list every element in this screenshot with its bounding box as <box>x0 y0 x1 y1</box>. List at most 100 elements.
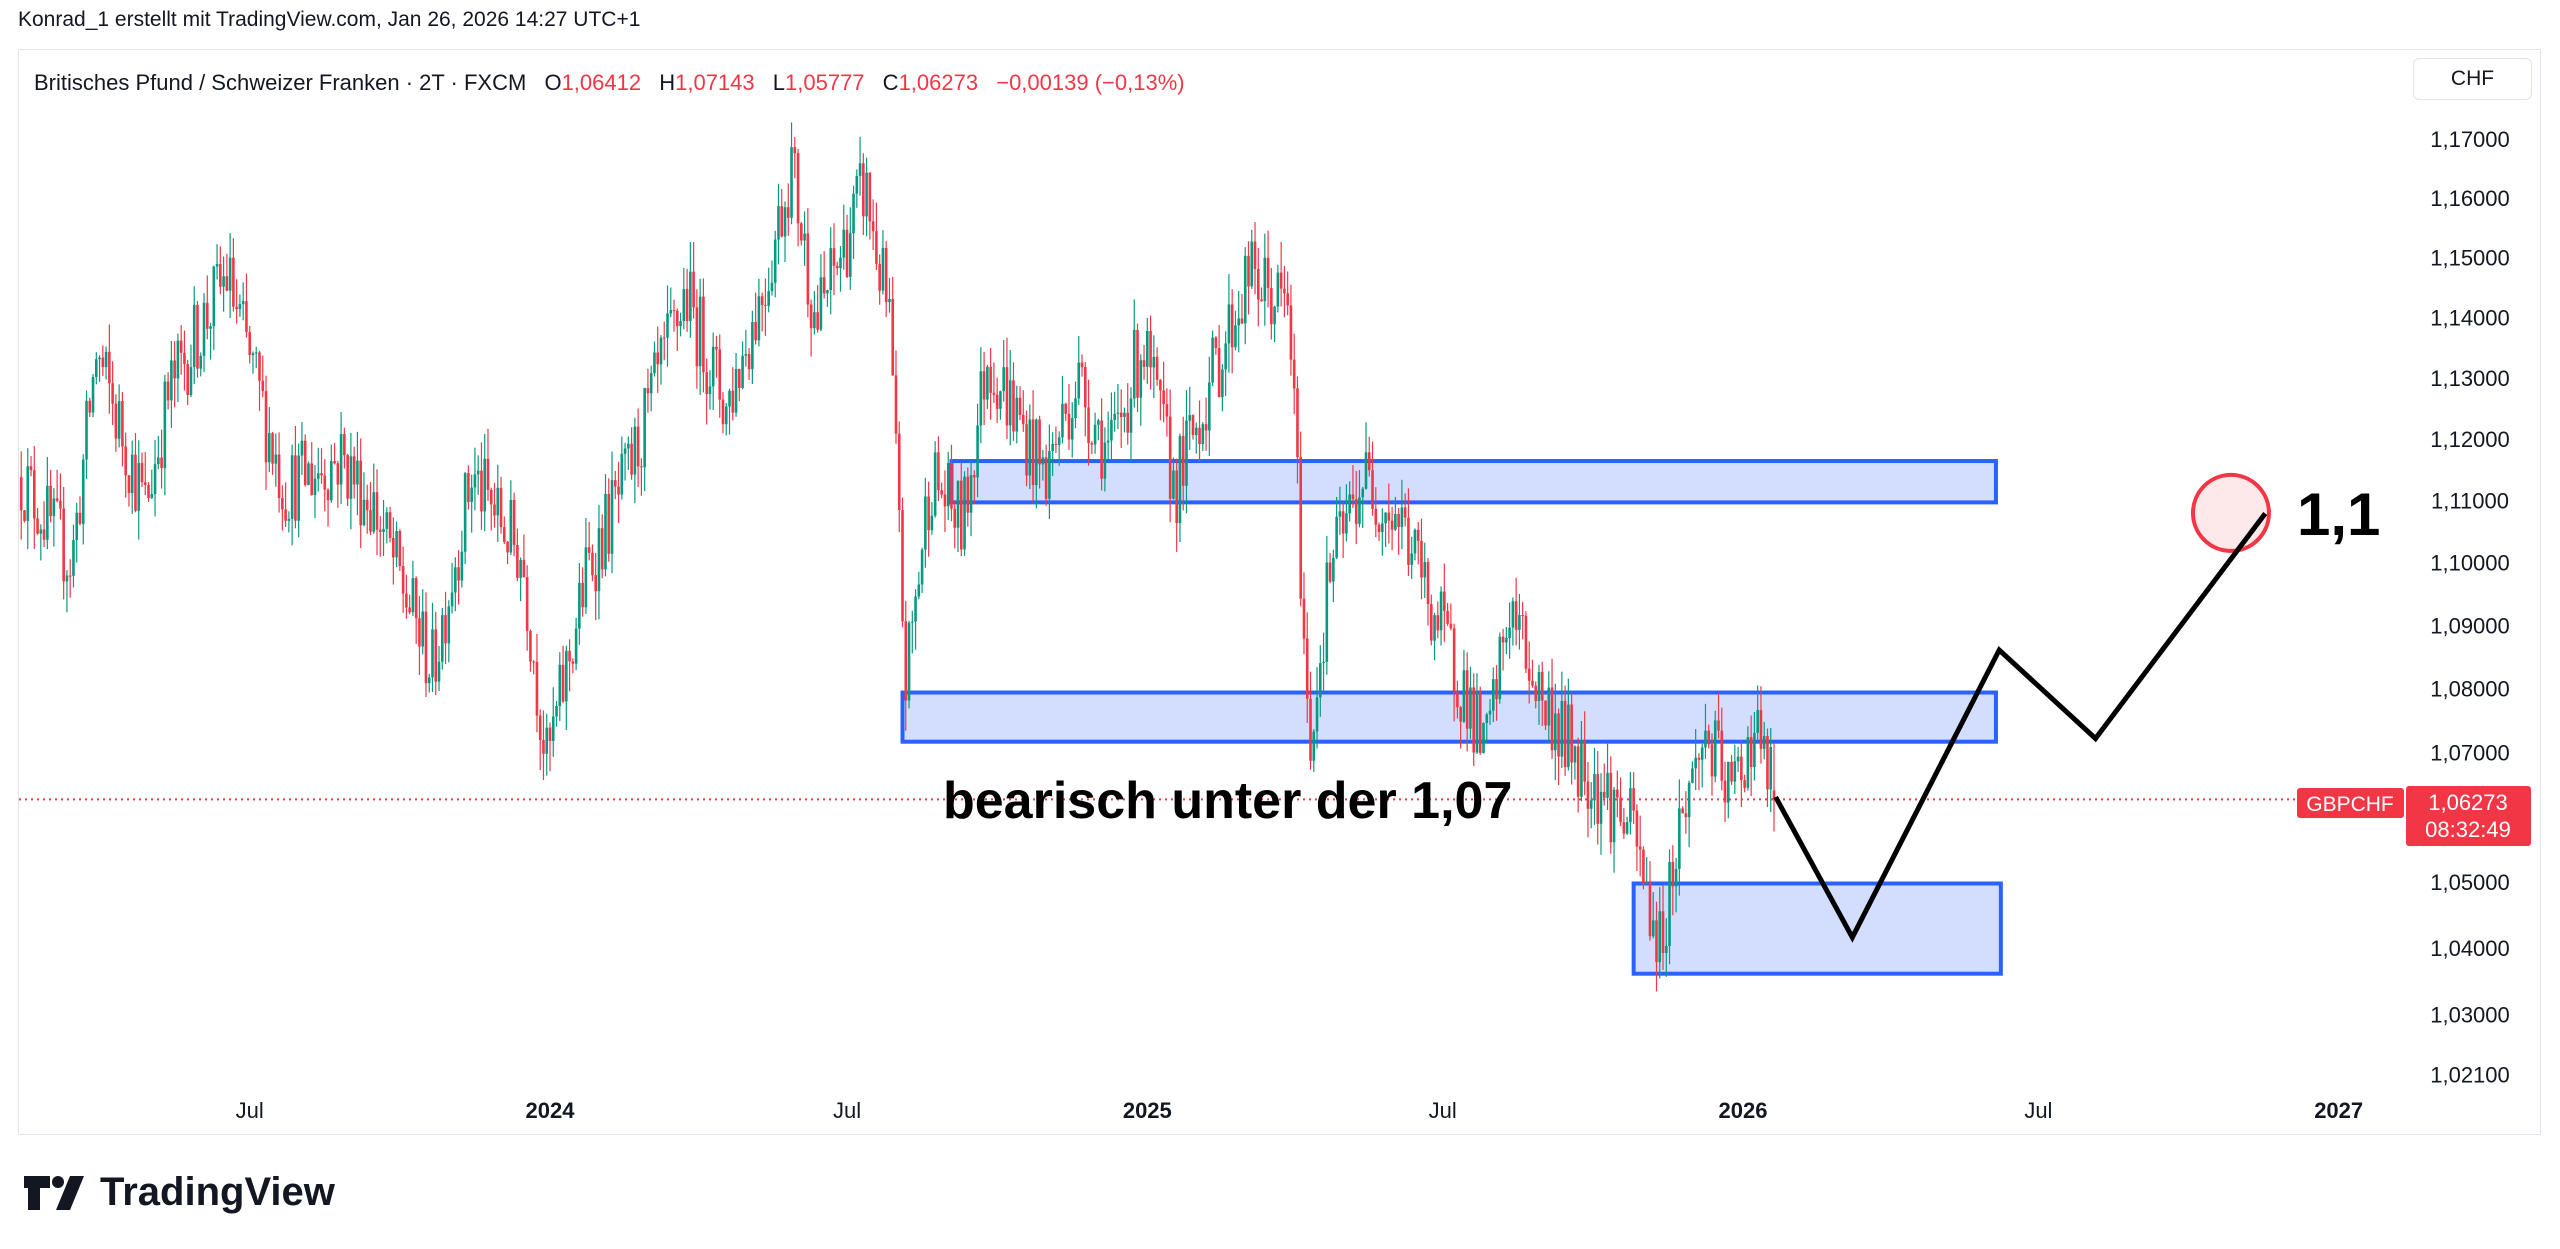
candle-body <box>881 247 885 291</box>
candle-body <box>117 401 121 439</box>
candle-body <box>643 388 646 468</box>
candle-body <box>1208 382 1211 431</box>
target-annotation: 1,1 <box>2297 481 2380 548</box>
candle-body <box>675 310 679 327</box>
candle-body <box>594 575 597 592</box>
candle-body <box>1021 414 1025 425</box>
candle-body <box>1668 862 1671 946</box>
candle-body <box>1247 255 1250 287</box>
candle-body <box>1475 691 1479 753</box>
time-axis[interactable]: Jul 2024 Jul 2025 Jul 2026 Jul 2027 <box>236 1098 2363 1123</box>
price-tick-label: 1,15000 <box>2430 245 2510 270</box>
candle-body <box>600 528 604 570</box>
candle-body <box>42 529 46 540</box>
candle-body <box>538 715 542 741</box>
candle-body <box>1012 380 1015 432</box>
candle-body <box>1400 507 1404 527</box>
candle-body <box>1733 761 1737 782</box>
candle-body <box>565 650 568 702</box>
candle-body <box>1224 343 1227 370</box>
candle-body <box>1707 730 1711 745</box>
price-axis[interactable]: 1,17000 1,16000 1,15000 1,14000 1,13000 1,120… <box>2430 127 2510 1088</box>
candle-body <box>333 461 336 464</box>
price-tick-label: 1,07000 <box>2430 741 2510 766</box>
candle-body <box>52 498 56 517</box>
candle-body <box>940 490 943 495</box>
candle-body <box>1459 707 1462 722</box>
candle-body <box>1217 347 1221 398</box>
time-tick-label: Jul <box>833 1098 861 1123</box>
chart-credit: Konrad_1 erstellt mit TradingView.com, J… <box>18 8 641 31</box>
candle-body <box>480 470 483 512</box>
candle-body <box>1172 470 1175 499</box>
low-label: L <box>772 70 786 95</box>
candle-body <box>1253 241 1257 269</box>
candle-body <box>1462 670 1466 722</box>
candle-body <box>336 463 340 485</box>
candle-body <box>1286 293 1289 306</box>
candle-body <box>1211 337 1214 383</box>
candle-body <box>88 400 92 413</box>
candle-body <box>1299 457 1303 599</box>
candle-body <box>1387 512 1391 521</box>
candle-body <box>597 528 601 592</box>
candle-body <box>669 310 673 314</box>
candle-body <box>1583 739 1586 782</box>
candle-body <box>1227 304 1231 344</box>
candle-body <box>800 223 803 241</box>
candle-body <box>205 302 209 329</box>
candle-body <box>1743 780 1746 788</box>
candle-body <box>584 547 588 608</box>
candle-body <box>121 401 124 447</box>
candle-body <box>26 466 30 521</box>
tradingview-logo[interactable]: TradingView <box>24 1170 335 1215</box>
candle-body <box>173 360 176 379</box>
candle-body <box>1358 497 1361 524</box>
candle-body <box>1472 687 1476 753</box>
candle-body <box>1367 452 1371 471</box>
candle-body <box>91 377 95 413</box>
candle-body <box>32 470 36 519</box>
candle-body <box>999 391 1002 409</box>
candle-body <box>1727 761 1730 803</box>
candle-body <box>375 492 379 530</box>
candle-body <box>875 231 878 264</box>
candle-body <box>751 322 754 370</box>
candle-body <box>408 607 411 613</box>
candle-body <box>770 282 774 292</box>
projection-path <box>1773 512 2268 943</box>
time-tick-label: Jul <box>236 1098 264 1123</box>
candle-body <box>359 460 362 526</box>
candle-body <box>1322 661 1325 664</box>
candle-body <box>467 473 470 503</box>
price-tick-label: 1,05000 <box>2430 870 2510 895</box>
candle-body <box>1717 720 1720 731</box>
candle-body <box>1159 379 1162 391</box>
candle-body <box>320 473 323 476</box>
candle-body <box>1270 287 1273 325</box>
symbol-title[interactable]: Britisches Pfund / Schweizer Franken · 2… <box>34 70 527 95</box>
candle-body <box>659 337 663 365</box>
price-zone-rectangle <box>900 690 1998 744</box>
candle-body <box>339 434 343 485</box>
candle-body <box>395 531 398 558</box>
candle-body <box>95 359 98 378</box>
candle-body <box>920 549 924 585</box>
candle-body <box>574 628 578 664</box>
currency-button[interactable]: CHF <box>2413 58 2532 100</box>
candle-body <box>1276 272 1280 307</box>
candle-body <box>326 489 330 501</box>
time-tick-label: 2026 <box>1719 1098 1768 1123</box>
candle-body <box>258 352 261 381</box>
candle-body <box>1201 424 1205 445</box>
candle-body <box>1335 516 1338 558</box>
candle-body <box>649 373 653 394</box>
candle-body <box>1260 299 1263 302</box>
candle-body <box>512 500 516 545</box>
candle-body <box>1390 520 1394 530</box>
candle-body <box>835 265 839 269</box>
candle-body <box>656 352 660 365</box>
candle-body <box>1518 614 1521 630</box>
candle-body <box>1482 723 1485 753</box>
